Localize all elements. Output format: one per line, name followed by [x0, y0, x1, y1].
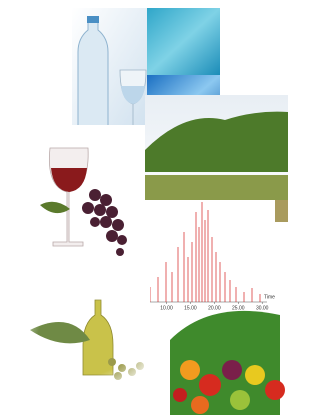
wine-and-grapes-photo: [20, 125, 145, 260]
x-tick-label: 20.00: [208, 305, 221, 311]
x-tick-label: 15.00: [184, 305, 197, 311]
water-surface-photo: [147, 8, 220, 75]
olive-oil-photo: [20, 285, 150, 390]
x-tick-label: 10.00: [160, 305, 173, 311]
x-tick-label: 30.00: [256, 305, 269, 311]
x-tick-label: 25.00: [232, 305, 245, 311]
x-axis-label: Time: [264, 294, 275, 300]
vegetables-photo: [170, 311, 285, 415]
